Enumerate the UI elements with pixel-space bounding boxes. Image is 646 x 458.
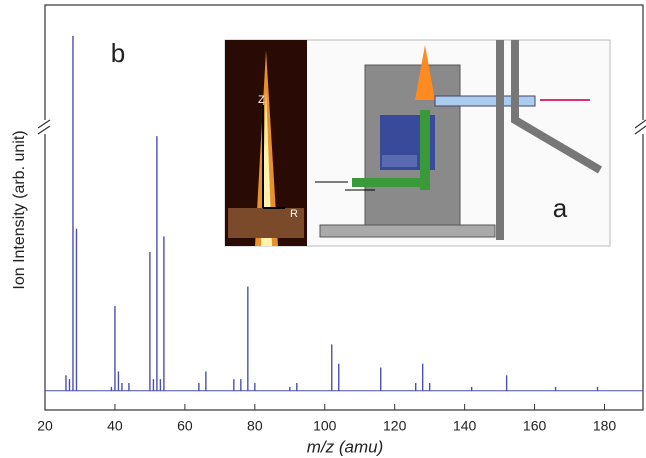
inset-label: a bbox=[553, 193, 568, 223]
x-tick-label: 140 bbox=[453, 418, 477, 434]
inset-axis-label: R bbox=[290, 208, 298, 220]
inset: Z R a bbox=[224, 39, 611, 247]
plot-frame bbox=[44, 4, 644, 411]
inset-axis-label: Z bbox=[258, 94, 265, 106]
x-tick-label: 40 bbox=[107, 418, 123, 434]
panel-label: b bbox=[111, 38, 125, 68]
x-tick-label: 60 bbox=[177, 418, 193, 434]
x-tick-label: 100 bbox=[313, 418, 337, 434]
x-axis-label: m/z (amu) bbox=[307, 437, 384, 456]
x-tick-label: 180 bbox=[593, 418, 617, 434]
x-tick-label: 20 bbox=[37, 418, 53, 434]
x-tick-label: 160 bbox=[523, 418, 547, 434]
y-axis-label: Ion Intensity (arb. unit) bbox=[11, 130, 28, 289]
axis-break bbox=[37, 119, 646, 135]
x-tick-label: 80 bbox=[247, 418, 263, 434]
x-tick-label: 120 bbox=[383, 418, 407, 434]
